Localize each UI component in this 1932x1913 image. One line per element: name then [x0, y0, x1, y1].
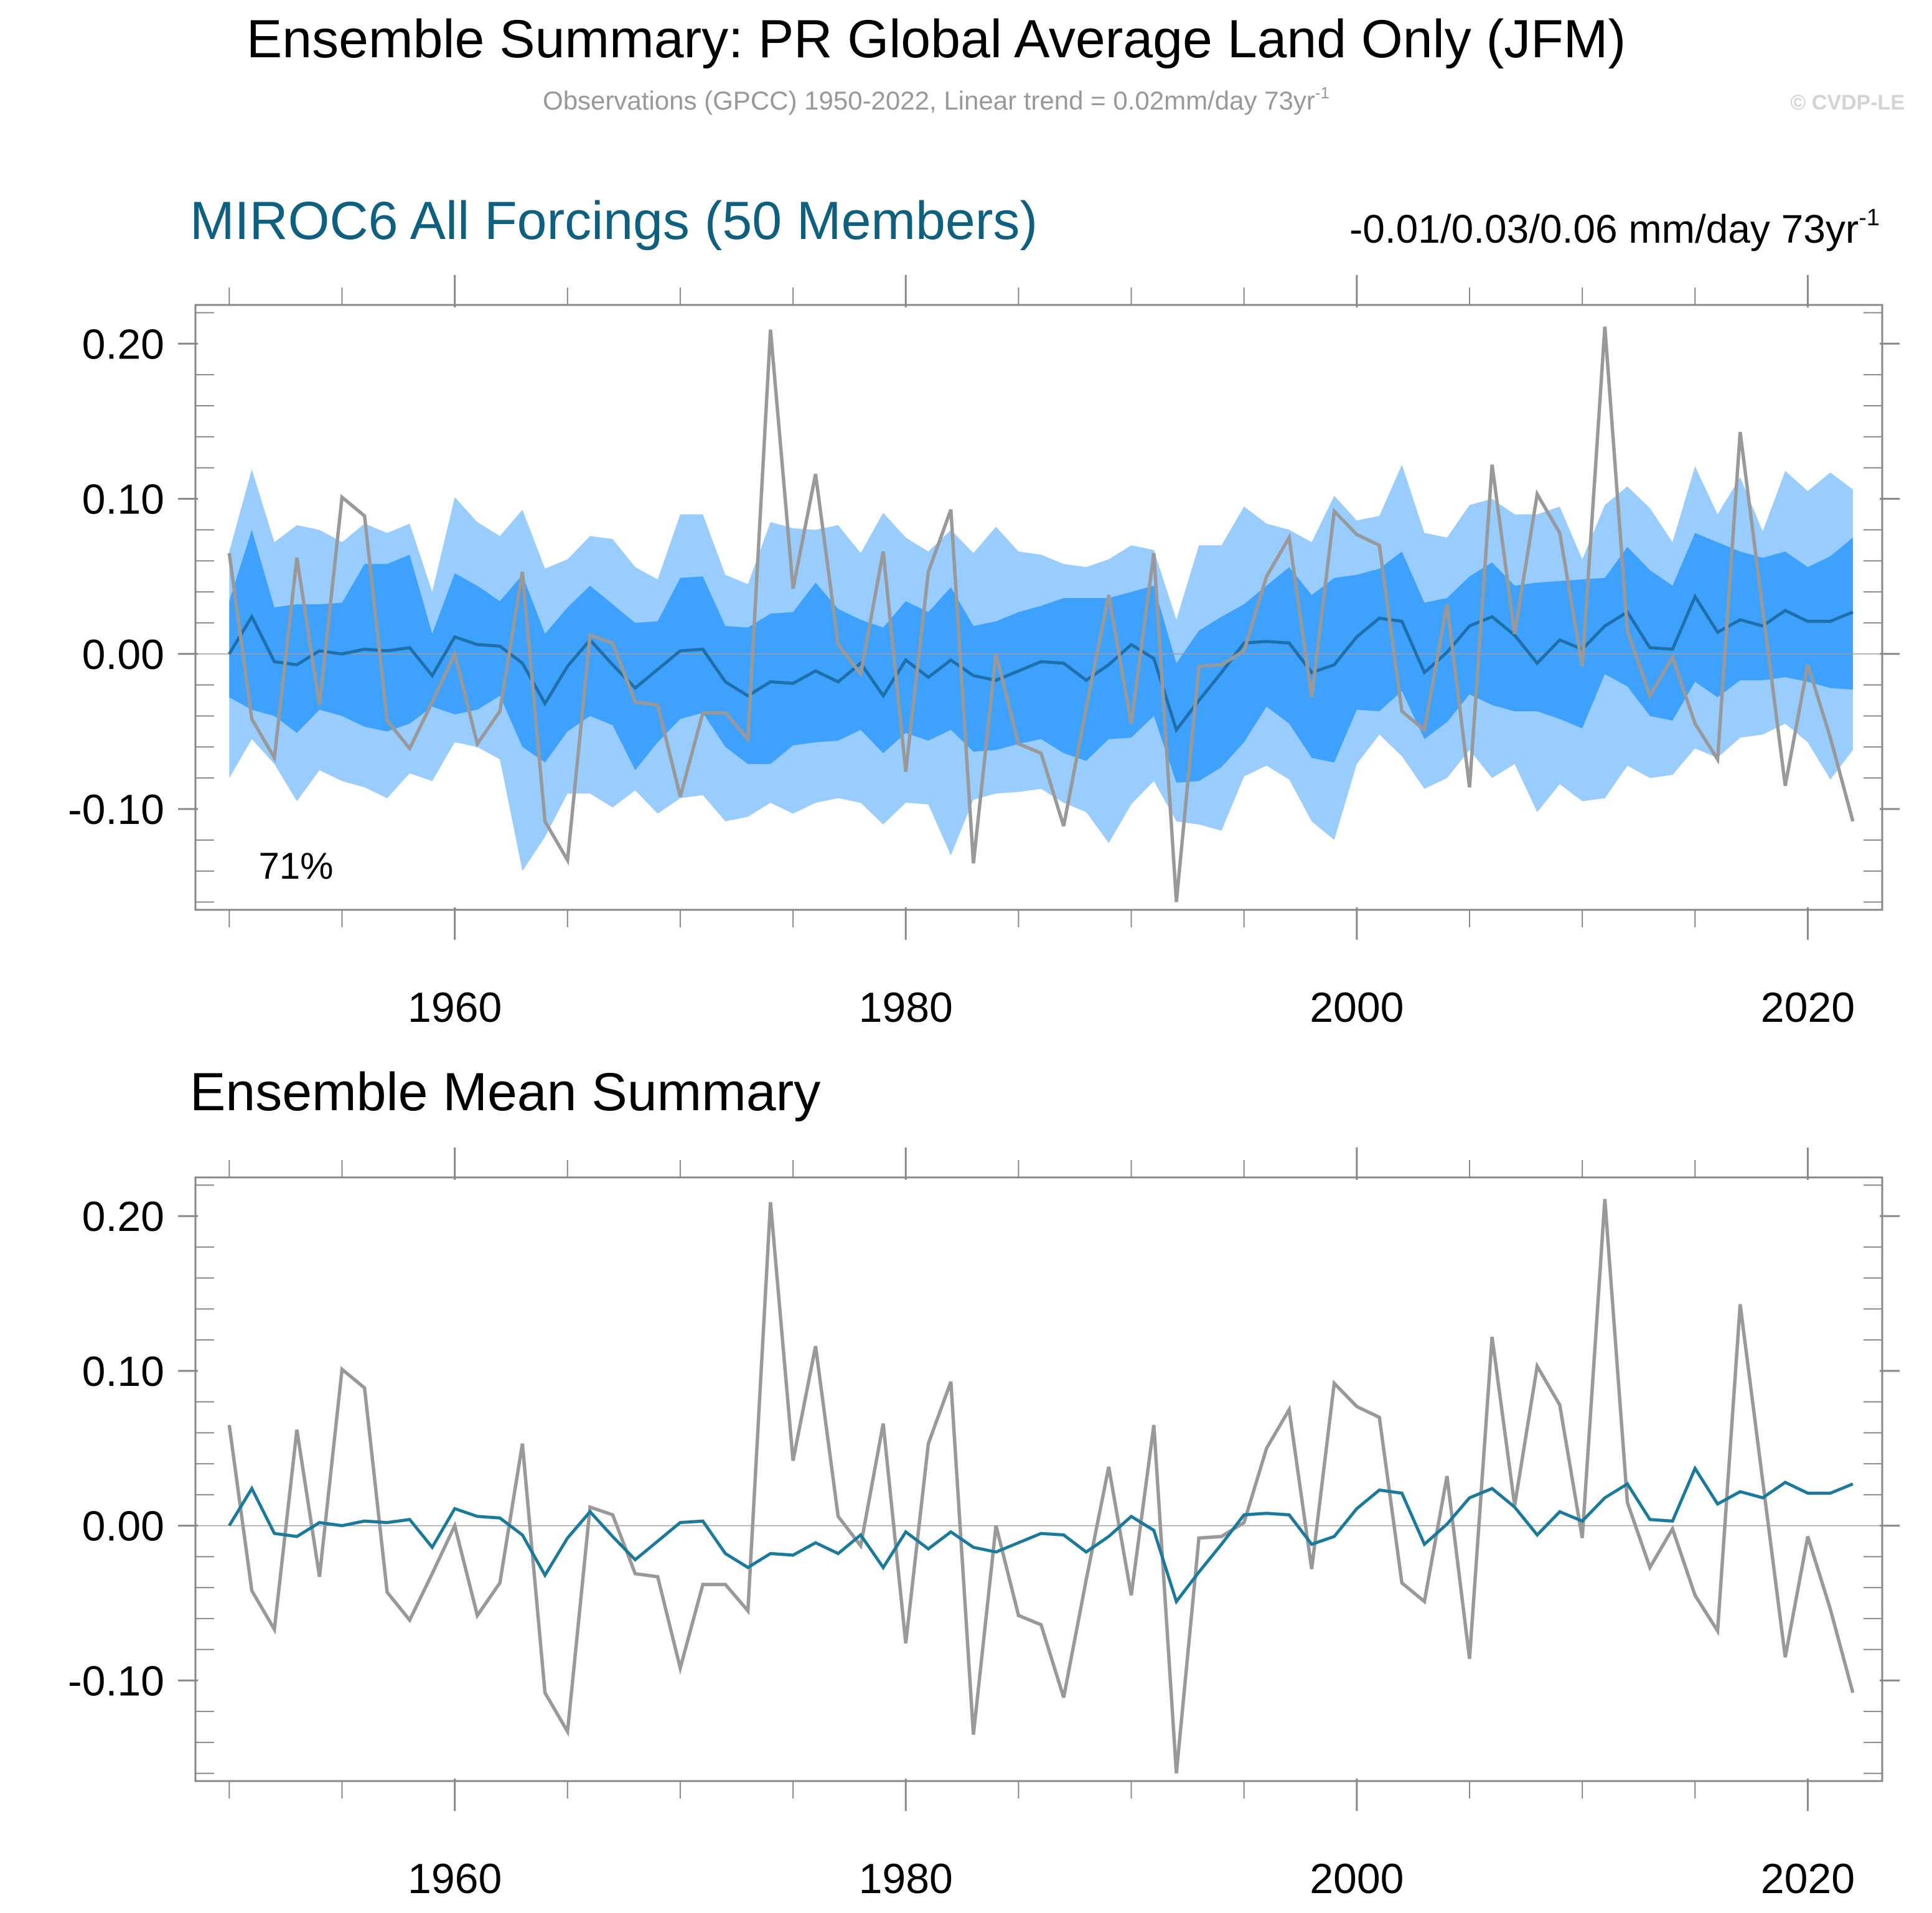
major-ticks	[178, 275, 1900, 940]
x-tick-label: 1980	[859, 1855, 953, 1902]
minor-ticks	[195, 288, 1882, 927]
y-axis-labels: 0.20 0.10 0.00 -0.10	[68, 320, 164, 833]
y-tick-label: 0.10	[82, 1348, 164, 1395]
obs-subtitle-text: Observations (GPCC) 1950-2022, Linear tr…	[543, 86, 1315, 115]
obs-subtitle-sup: -1	[1315, 83, 1329, 102]
x-axis-labels: 1960 1980 2000 2020	[408, 1855, 1855, 1902]
y-tick-label: -0.10	[68, 786, 164, 833]
ensemble-spread-panel: 0.20 0.10 0.00 -0.10 1960 1980 2000 2020 71%	[68, 275, 1900, 1031]
band-25-75-percentile	[229, 530, 1853, 783]
y-axis-labels: 0.20 0.10 0.00 -0.10	[68, 1193, 164, 1705]
y-tick-label: -0.10	[68, 1657, 164, 1705]
y-tick-label: 0.00	[82, 631, 164, 678]
obs-subtitle: Observations (GPCC) 1950-2022, Linear tr…	[543, 83, 1329, 115]
x-tick-label: 2020	[1761, 984, 1855, 1031]
y-tick-label: 0.00	[82, 1503, 164, 1550]
x-tick-label: 2000	[1310, 984, 1404, 1031]
plot-frame	[194, 1176, 1883, 1782]
x-axis-labels: 1960 1980 2000 2020	[408, 984, 1855, 1031]
y-tick-label: 0.20	[82, 1193, 164, 1240]
major-ticks	[178, 1148, 1900, 1811]
observations-line	[227, 326, 1855, 902]
observations-line	[227, 1199, 1855, 1774]
ensemble-mean-panel: 0.20 0.10 0.00 -0.10 1960 1980 2000 2020	[68, 1148, 1900, 1902]
ensemble-mean-summary-title: Ensemble Mean Summary	[190, 1062, 820, 1122]
model-title: MIROC6 All Forcings (50 Members)	[190, 191, 1038, 251]
trend-range-sup: -1	[1859, 205, 1880, 231]
y-tick-label: 0.10	[82, 476, 164, 523]
minor-ticks	[195, 1160, 1882, 1798]
x-tick-label: 1960	[408, 984, 502, 1031]
trend-range-text: -0.01/0.03/0.06 mm/day 73yr	[1349, 207, 1859, 251]
x-tick-label: 2020	[1761, 1855, 1855, 1902]
watermark: © CVDP-LE	[1790, 91, 1905, 115]
x-tick-label: 1980	[859, 984, 953, 1031]
percent-within-spread-label: 71%	[258, 845, 333, 887]
y-tick-label: 0.20	[82, 320, 164, 368]
main-title: Ensemble Summary: PR Global Average Land…	[246, 9, 1626, 69]
x-tick-label: 1960	[408, 1855, 502, 1902]
plot-frame	[194, 304, 1883, 911]
trend-range: -0.01/0.03/0.06 mm/day 73yr-1	[1349, 205, 1880, 251]
ensemble-mean-line	[228, 1465, 1854, 1605]
x-tick-label: 2000	[1310, 1855, 1404, 1902]
